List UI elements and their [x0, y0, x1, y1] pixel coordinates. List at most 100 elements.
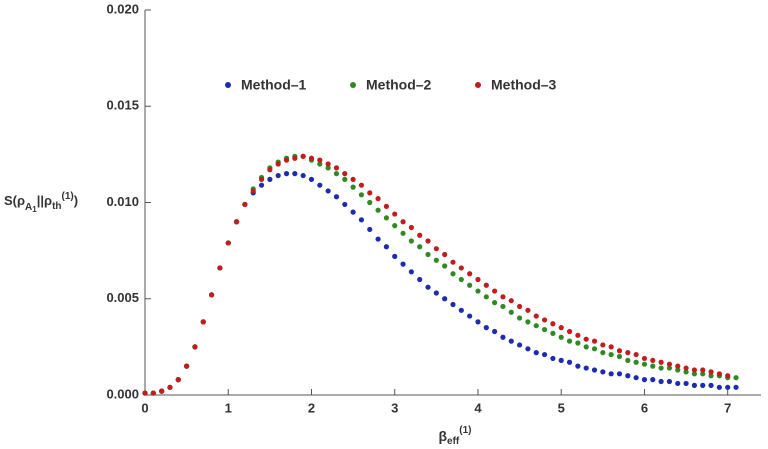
data-point: [666, 361, 673, 367]
x-tick-label: 1: [225, 400, 232, 415]
data-point: [325, 161, 331, 167]
data-point: [367, 226, 373, 233]
data-point: [566, 338, 573, 344]
data-point: [333, 194, 340, 200]
data-point: [425, 251, 431, 258]
data-point: [425, 238, 431, 244]
data-point: [283, 171, 290, 177]
data-point: [508, 338, 514, 344]
data-point: [358, 217, 365, 223]
data-point: [716, 384, 722, 390]
data-point: [691, 382, 698, 388]
data-point: [475, 288, 481, 294]
data-point: [383, 203, 390, 209]
data-point: [708, 382, 714, 388]
y-tick-label: 0.000: [106, 386, 139, 401]
data-point: [275, 172, 281, 179]
data-point: [666, 378, 673, 385]
data-point: [325, 165, 331, 171]
data-point: [467, 271, 473, 277]
data-point: [350, 184, 356, 190]
data-point: [558, 334, 564, 340]
data-point: [175, 377, 181, 383]
data-point: [575, 332, 581, 338]
data-point: [633, 375, 639, 381]
x-tick-label: 6: [641, 400, 648, 415]
data-point: [417, 232, 423, 238]
data-point: [408, 238, 414, 244]
data-point: [725, 373, 731, 379]
data-point: [159, 388, 165, 394]
data-point: [675, 380, 681, 387]
data-point: [691, 367, 698, 373]
data-point: [367, 190, 373, 196]
data-point: [516, 303, 523, 310]
data-point: [317, 157, 323, 163]
data-point: [292, 155, 298, 161]
y-tick-label: 0.015: [106, 98, 139, 113]
data-point: [591, 338, 598, 344]
data-point: [475, 319, 481, 325]
data-point: [608, 351, 614, 358]
data-point: [458, 276, 464, 283]
data-point: [492, 328, 498, 335]
data-point: [608, 371, 614, 377]
data-point: [308, 155, 315, 161]
data-point: [342, 176, 348, 182]
y-tick-label: 0.020: [106, 1, 139, 16]
data-point: [616, 348, 623, 354]
data-point: [616, 353, 623, 360]
data-point: [575, 363, 581, 369]
data-point: [566, 359, 573, 365]
x-axis-label: βeff(1): [438, 425, 471, 447]
data-point: [400, 219, 406, 225]
data-point: [641, 361, 648, 367]
y-tick-label: 0.010: [106, 194, 139, 209]
data-point: [541, 317, 548, 323]
data-point: [508, 298, 514, 304]
data-point: [700, 367, 706, 373]
data-point: [392, 253, 398, 259]
data-point: [250, 188, 256, 194]
data-point: [508, 309, 514, 315]
data-point: [308, 176, 315, 182]
data-point: [600, 342, 606, 348]
data-point: [650, 377, 656, 383]
legend-marker: [475, 82, 481, 88]
data-point: [733, 375, 739, 381]
data-point: [333, 165, 340, 171]
data-point: [283, 157, 290, 163]
data-point: [516, 315, 523, 321]
data-point: [358, 182, 365, 188]
legend-label: Method–3: [491, 77, 557, 93]
data-point: [408, 224, 414, 231]
data-point: [200, 319, 206, 325]
data-point: [733, 384, 739, 390]
x-tick-label: 4: [474, 400, 482, 415]
data-point: [658, 365, 664, 371]
data-point: [558, 357, 564, 363]
data-point: [392, 211, 398, 217]
data-point: [608, 344, 614, 350]
data-point: [467, 313, 473, 319]
data-point: [258, 176, 265, 182]
legend-label: Method–1: [241, 77, 307, 93]
data-point: [566, 328, 573, 335]
data-point: [700, 371, 706, 377]
data-point: [541, 326, 548, 333]
data-point: [233, 219, 240, 225]
data-point: [184, 363, 190, 369]
data-point: [525, 307, 531, 313]
data-point: [442, 263, 448, 269]
data-point: [467, 282, 473, 288]
data-point: [558, 325, 564, 331]
data-point: [333, 171, 340, 177]
data-point: [633, 359, 639, 365]
y-tick-label: 0.005: [106, 290, 139, 305]
data-point: [600, 350, 606, 356]
data-point: [591, 367, 598, 373]
data-point: [358, 192, 365, 198]
data-point: [500, 303, 506, 310]
data-point: [433, 257, 439, 263]
data-point: [433, 290, 439, 296]
